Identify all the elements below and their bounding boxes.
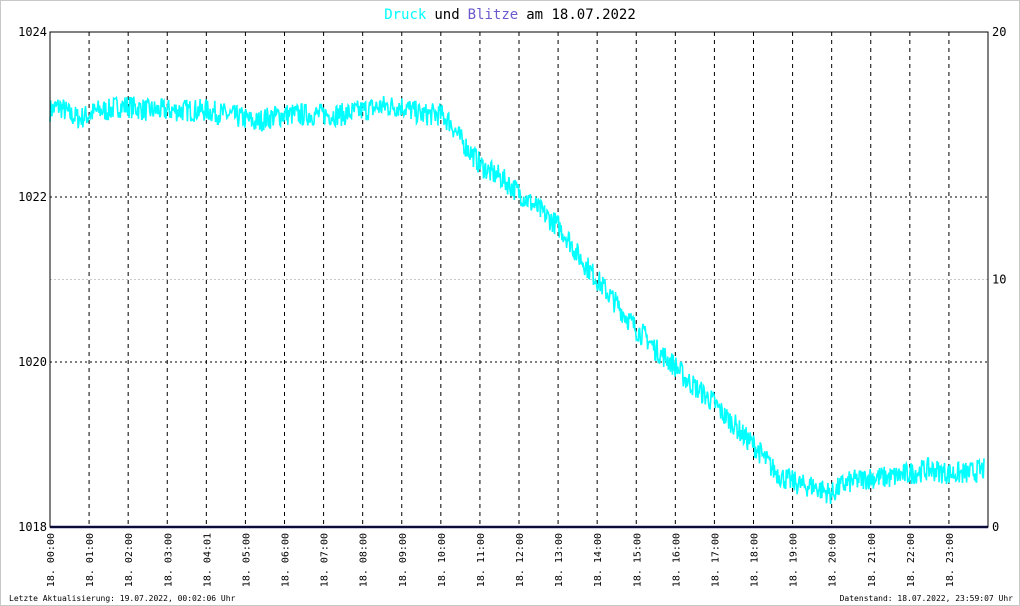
x-axis-tick-label: 18. 11:00 — [476, 533, 487, 587]
x-axis-tick-label: 18. 19:00 — [789, 533, 800, 587]
x-axis-tick-label: 18. 08:00 — [359, 533, 370, 587]
left-axis-tick-label: 1022 — [18, 190, 47, 204]
x-axis-tick-label: 18. 12:00 — [515, 533, 526, 587]
x-axis-tick-label: 18. 23:00 — [945, 533, 956, 587]
right-axis-tick-label: 0 — [992, 520, 999, 534]
x-axis-tick-label: 18. 22:00 — [906, 533, 917, 587]
footer-last-update: Letzte Aktualisierung: 19.07.2022, 00:02… — [9, 594, 236, 603]
x-axis-tick-label: 18. 01:00 — [85, 533, 96, 587]
title-date: am 18.07.2022 — [526, 7, 636, 23]
x-axis-tick-label: 18. 10:00 — [437, 533, 448, 587]
chart-title: Druck und Blitze am 18.07.2022 — [384, 7, 636, 23]
x-axis-tick-label: 18. 05:00 — [241, 533, 252, 587]
right-axis-tick-label: 10 — [992, 273, 1006, 287]
footer-data-status: Datenstand: 18.07.2022, 23:59:07 Uhr — [840, 594, 1014, 603]
title-und: und — [434, 7, 459, 23]
x-axis-tick-label: 18. 02:00 — [124, 533, 135, 587]
x-axis-tick-label: 18. 03:00 — [163, 533, 174, 587]
x-axis-tick-label: 18. 17:00 — [710, 533, 721, 587]
x-axis-tick-label: 18. 16:00 — [671, 533, 682, 587]
x-axis-tick-label: 18. 13:00 — [554, 533, 565, 587]
left-axis-tick-label: 1024 — [18, 25, 47, 39]
x-axis-tick-label: 18. 00:00 — [46, 533, 57, 587]
x-axis-tick-label: 18. 04:01 — [202, 533, 213, 587]
x-axis-tick-label: 18. 15:00 — [632, 533, 643, 587]
left-axis-tick-label: 1018 — [18, 520, 47, 534]
title-druck: Druck — [384, 7, 427, 23]
left-axis-tick-label: 1020 — [18, 355, 47, 369]
pressure-series-line — [49, 95, 985, 505]
title-blitze: Blitze — [468, 7, 519, 23]
plot-frame — [49, 31, 989, 528]
x-axis-tick-label: 18. 20:00 — [828, 533, 839, 587]
x-axis-tick-label: 18. 14:00 — [593, 533, 604, 587]
x-axis-tick-label: 18. 18:00 — [750, 533, 761, 587]
x-axis-tick-label: 18. 07:00 — [320, 533, 331, 587]
right-axis-tick-label: 20 — [992, 25, 1006, 39]
x-axis-tick-label: 18. 09:00 — [398, 533, 409, 587]
x-axis-tick-label: 18. 21:00 — [867, 533, 878, 587]
x-axis-tick-label: 18. 06:00 — [281, 533, 292, 587]
